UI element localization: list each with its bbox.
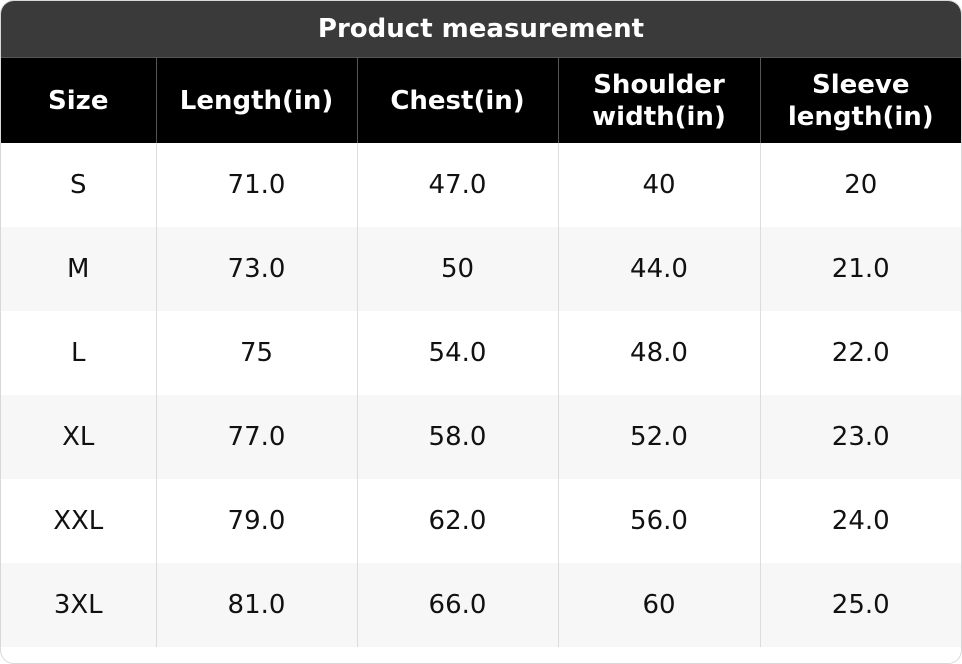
table-title: Product measurement [1, 1, 961, 57]
table-cell: 52.0 [557, 395, 760, 479]
table-cell: 60 [557, 563, 760, 647]
table-row: L 75 54.0 48.0 22.0 [1, 311, 961, 395]
header-cell: Sleeve length(in) [759, 57, 961, 143]
header-cell: Chest(in) [356, 57, 558, 143]
header-cell: Length(in) [155, 57, 357, 143]
table-cell: 48.0 [557, 311, 760, 395]
table-cell: 73.0 [155, 227, 357, 311]
table-cell: 77.0 [155, 395, 357, 479]
table-cell: L [71, 338, 86, 368]
table-cell: 58.0 [356, 395, 558, 479]
table-body: S 71.0 47.0 40 20 M 73.0 50 44.0 21.0 L 75 54.0 48.0 2… [1, 143, 961, 647]
table-cell: 21.0 [759, 227, 961, 311]
table-cell: 44.0 [557, 227, 760, 311]
table-cell: 81.0 [155, 563, 357, 647]
header-cell: Shoulder width(in) [557, 57, 760, 143]
table-cell: 66.0 [356, 563, 558, 647]
table-cell: 50 [356, 227, 558, 311]
table-row: 3XL 81.0 66.0 60 25.0 [1, 563, 961, 647]
table-cell: 62.0 [356, 479, 558, 563]
table-cell: 25.0 [759, 563, 961, 647]
table-row: S 71.0 47.0 40 20 [1, 143, 961, 227]
table-cell: 54.0 [356, 311, 558, 395]
table-row: XXL 79.0 62.0 56.0 24.0 [1, 479, 961, 563]
table: Size Length(in) Chest(in) Shoulder width(in… [1, 57, 961, 647]
table-cell: XL [1, 395, 156, 479]
table-cell: 22.0 [759, 311, 961, 395]
table-cell: 40 [557, 143, 760, 227]
table-cell: 24.0 [759, 479, 961, 563]
table-cell: 23.0 [759, 395, 961, 479]
header-row: Size Length(in) Chest(in) Shoulder width(in… [1, 57, 961, 143]
table-cell: 47.0 [356, 143, 558, 227]
table-cell: 71.0 [155, 143, 357, 227]
table-cell: S [69, 170, 87, 200]
table-cell: M [1, 227, 156, 311]
table-cell: 20 [759, 143, 961, 227]
table-cell: 56.0 [557, 479, 760, 563]
header-cell: Size [1, 57, 156, 143]
table-cell: 3XL [1, 563, 156, 647]
table-row: XL 77.0 58.0 52.0 23.0 [1, 395, 961, 479]
table-row: M 73.0 50 44.0 21.0 [1, 227, 961, 311]
table-cell: 75 [155, 311, 357, 395]
table-cell: 79.0 [155, 479, 357, 563]
table-cell: XXL [53, 506, 104, 536]
